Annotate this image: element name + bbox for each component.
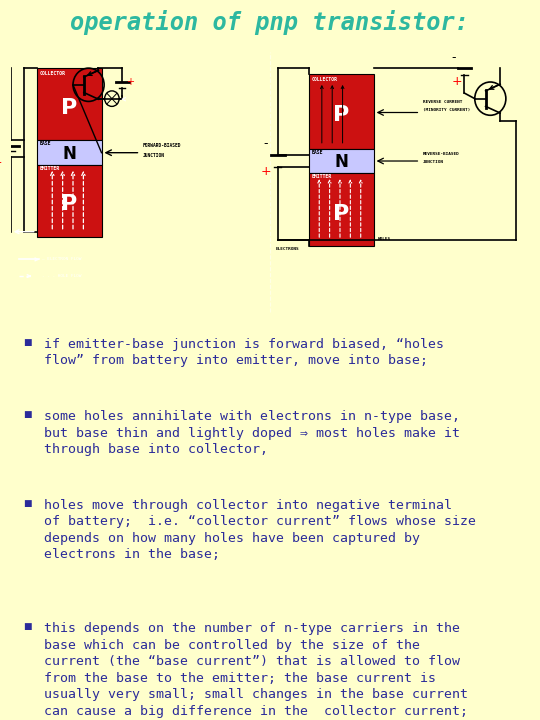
Text: +: + — [126, 77, 134, 87]
Text: +: + — [0, 156, 2, 169]
Bar — [37, 140, 102, 165]
Text: REVERSE-BIASED: REVERSE-BIASED — [423, 153, 460, 156]
Bar — [309, 73, 374, 148]
Text: some holes annihilate with electrons in n-type base,
but base thin and lightly d: some holes annihilate with electrons in … — [44, 410, 460, 456]
Text: P: P — [61, 194, 77, 214]
Text: EMITTER: EMITTER — [312, 174, 332, 179]
Text: - - - HOLE FLOW: - - - HOLE FLOW — [42, 274, 82, 278]
Text: P: P — [333, 204, 349, 224]
Text: N: N — [334, 153, 348, 171]
Text: (MINORITY CURRENT): (MINORITY CURRENT) — [423, 108, 470, 112]
Text: JUNCTION: JUNCTION — [143, 153, 165, 158]
Text: P: P — [61, 99, 77, 118]
Text: +: + — [261, 165, 272, 178]
Text: N: N — [62, 145, 76, 163]
Text: JUNCTION: JUNCTION — [423, 160, 444, 164]
Text: COLLECTOR: COLLECTOR — [40, 71, 66, 76]
Bar — [309, 174, 374, 246]
Text: +: + — [451, 75, 462, 88]
Text: -: - — [264, 137, 268, 150]
Text: ELECTRONS: ELECTRONS — [275, 247, 299, 251]
Bar — [309, 148, 374, 174]
Text: ■: ■ — [23, 338, 31, 347]
Text: BASE: BASE — [312, 150, 323, 155]
Text: HOLES: HOLES — [377, 237, 391, 241]
Text: holes move through collector into negative terminal
of battery;  i.e. “collector: holes move through collector into negati… — [44, 499, 476, 561]
Text: REVERSE CURRENT: REVERSE CURRENT — [423, 100, 462, 104]
Text: operation of pnp transistor:: operation of pnp transistor: — [71, 9, 469, 35]
Text: EMITTER: EMITTER — [40, 166, 60, 171]
Text: ■: ■ — [23, 499, 31, 508]
Text: this depends on the number of n-type carriers in the
base which can be controlle: this depends on the number of n-type car… — [44, 622, 468, 718]
Text: COLLECTOR: COLLECTOR — [312, 76, 338, 81]
Text: ■: ■ — [23, 410, 31, 419]
Text: -: - — [451, 51, 456, 64]
Text: — ELECTRON FLOW: — ELECTRON FLOW — [42, 258, 82, 261]
Text: ■: ■ — [23, 622, 31, 631]
Bar — [37, 165, 102, 237]
Text: P: P — [333, 105, 349, 125]
Text: BASE: BASE — [40, 141, 51, 146]
Bar — [37, 68, 102, 140]
Text: if emitter-base junction is forward biased, “holes
flow” from battery into emitt: if emitter-base junction is forward bias… — [44, 338, 444, 367]
Text: FORWARD-BIASED: FORWARD-BIASED — [143, 143, 181, 148]
